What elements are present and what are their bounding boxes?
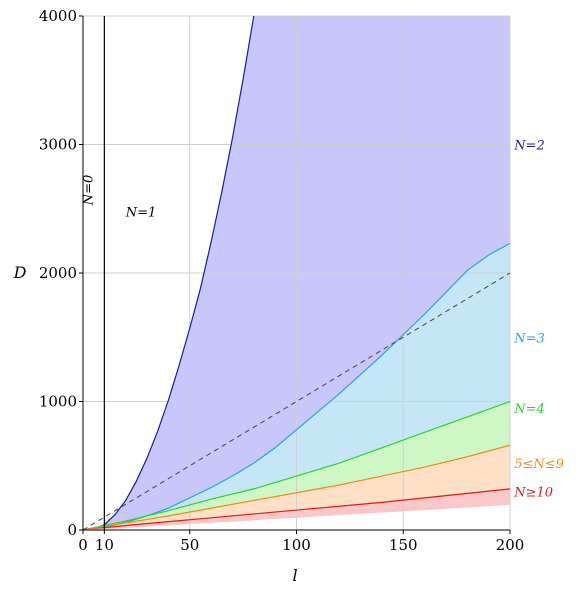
- x-tick-label: 150: [389, 536, 418, 554]
- region-label-n4: N=4: [513, 402, 545, 417]
- region-fill-5lenle9: [83, 445, 510, 530]
- boundary-curve-nge10: [83, 488, 510, 530]
- vertical-line-label: N=0: [81, 175, 96, 207]
- x-tick-label: 0: [78, 536, 88, 554]
- y-tick-label: 4000: [39, 7, 77, 25]
- boundary-curve-n2: [83, 16, 255, 530]
- x-tick-label: 100: [282, 536, 311, 554]
- boundary-curve-5lenle9: [83, 444, 510, 530]
- x-axis-title: l: [292, 566, 297, 585]
- region-label-n1: N=1: [125, 205, 157, 220]
- region-label-n3: N=3: [513, 331, 545, 346]
- x-tick-label: 50: [180, 536, 199, 554]
- y-tick-label: 1000: [39, 393, 77, 411]
- dashed-reference-line: [83, 272, 510, 530]
- region-label-nge10: N≥10: [513, 485, 553, 500]
- x-tick-label: 200: [496, 536, 525, 554]
- region-label-5lenle9: 5≤N≤9: [514, 457, 564, 472]
- region-labels: N=0 N=1 N=2 N=3 N=4 5≤N≤9 N≥10: [81, 139, 564, 501]
- region-fill-n4: [83, 401, 510, 530]
- y-tick-label: 0: [67, 521, 77, 539]
- boundary-curve-unlabeled: [83, 503, 510, 530]
- y-tick-label: 3000: [39, 136, 77, 154]
- x-tick-label: 10: [95, 536, 114, 554]
- boundary-curves: [83, 16, 510, 530]
- boundary-curve-n4: [83, 400, 510, 530]
- y-axis-title: D: [13, 263, 27, 282]
- y-tick-label: 2000: [39, 264, 77, 282]
- boundary-curve-n3: [83, 242, 510, 530]
- region-label-n2: N=2: [513, 139, 545, 154]
